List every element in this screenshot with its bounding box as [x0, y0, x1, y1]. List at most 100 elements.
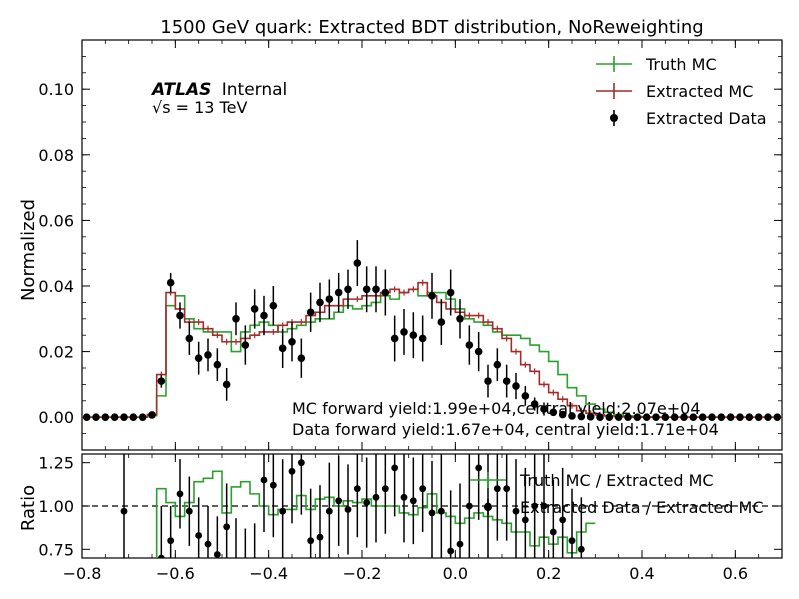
data-ratio-point — [531, 502, 539, 510]
data-ratio-point — [223, 523, 231, 531]
main-y-tick-label: 0.08 — [38, 146, 74, 165]
data-point — [764, 413, 772, 422]
data-ratio-point — [195, 532, 203, 539]
data-ratio-point — [437, 507, 445, 515]
x-tick-labels: −0.8 −0.6 −0.4 −0.2 0.0 0.2 0.4 0.6 — [63, 564, 748, 583]
data-ratio-point — [512, 507, 520, 515]
data-point — [586, 413, 595, 421]
main-series — [82, 240, 782, 422]
data-point — [726, 413, 735, 422]
data-ratio-point — [120, 507, 128, 515]
main-ticks — [81, 40, 783, 450]
data-point — [222, 380, 231, 389]
data-point — [773, 413, 782, 422]
data-point — [745, 413, 754, 422]
data-ratio-point — [391, 464, 399, 472]
data-ratio-point — [465, 502, 473, 510]
data-point — [316, 298, 324, 307]
ratio-y-tick-labels: 0.75 1.00 1.25 — [38, 454, 74, 560]
data-ratio-point — [372, 493, 380, 501]
data-ratio-point — [521, 516, 529, 524]
data-point — [754, 413, 763, 422]
data-ratio-point — [242, 568, 249, 575]
data-point — [278, 344, 287, 353]
data-ratio-point — [363, 499, 371, 506]
data-ratio-point — [568, 537, 576, 545]
energy-label: √s = 13 TeV — [152, 98, 247, 117]
x-tick-label: 0.2 — [536, 564, 561, 583]
data-point — [381, 288, 390, 297]
chart-title: 1500 GeV quark: Extracted BDT distributi… — [160, 17, 703, 38]
data-point — [418, 334, 427, 343]
ratio-legend-data-marker — [484, 503, 492, 511]
main-y-tick-label: 0.00 — [38, 408, 74, 427]
ratio-legend: Truth MC / Extracted MC Extracted Data /… — [470, 471, 764, 517]
legend-extracted-label: Extracted MC — [646, 82, 753, 101]
data-point — [362, 285, 371, 294]
data-point — [596, 413, 604, 422]
data-point — [213, 360, 222, 369]
data-ratio-point — [503, 485, 511, 493]
data-ratio-point — [577, 545, 585, 553]
x-tick-label: −0.2 — [343, 564, 382, 583]
ratio-panel: 0.75 1.00 1.25 Ratio Truth MC / Extracted … — [18, 453, 783, 575]
data-point — [409, 331, 418, 340]
data-ratio-point — [260, 476, 268, 484]
data-point — [736, 413, 744, 422]
data-ratio-point — [325, 507, 333, 515]
data-point — [372, 285, 380, 294]
data-point — [306, 308, 315, 317]
data-point — [148, 411, 156, 419]
data-point — [577, 412, 586, 421]
data-point — [624, 413, 632, 422]
mc-yield-annotation: MC forward yield:1.99e+04,central yield:… — [292, 399, 701, 418]
data-point — [558, 410, 567, 419]
data-point — [521, 392, 530, 400]
data-point — [717, 413, 726, 422]
data-point — [512, 382, 520, 390]
data-point — [652, 413, 660, 422]
data-point — [334, 288, 343, 297]
data-point — [232, 315, 240, 323]
data-point — [120, 413, 128, 422]
atlas-status: Internal — [222, 80, 288, 100]
data-point — [101, 413, 110, 422]
data-ratio-point — [167, 537, 175, 545]
data-ratio-point — [288, 467, 296, 475]
data-ratio-point — [353, 485, 361, 493]
data-ratio-point — [316, 533, 324, 541]
data-point — [549, 408, 558, 417]
data-ratio-point — [335, 497, 343, 505]
data-point — [297, 354, 306, 362]
data-point — [185, 334, 194, 343]
data-ratio-point — [428, 509, 436, 517]
data-point — [642, 413, 651, 422]
data-ratio-point — [419, 485, 427, 493]
data-point — [530, 400, 539, 408]
data-point — [250, 305, 259, 313]
main-y-tick-labels: 0.00 0.02 0.04 0.06 0.08 0.10 — [38, 80, 74, 427]
data-point — [605, 413, 614, 422]
data-ratio-point — [400, 493, 408, 501]
data-point — [138, 413, 147, 422]
data-point — [129, 413, 138, 422]
truth-mc-histogram — [82, 288, 782, 418]
data-point — [428, 292, 436, 300]
data-point — [493, 360, 502, 369]
data-point — [680, 413, 688, 422]
data-point — [166, 278, 175, 287]
x-tick-label: −0.8 — [63, 564, 102, 583]
data-point — [708, 413, 716, 422]
ratio-y-tick-label: 1.00 — [38, 497, 74, 516]
data-ratio-point — [549, 528, 557, 536]
data-point — [92, 413, 100, 422]
data-point — [400, 328, 408, 336]
data-ratio-point — [493, 485, 501, 493]
ratio-y-axis-label: Ratio — [18, 485, 39, 531]
data-point — [502, 377, 511, 385]
main-y-axis-label: Normalized — [18, 199, 39, 301]
ratio-legend-data-label: Extracted Data / Extracted MC — [520, 498, 764, 517]
data-point — [353, 259, 362, 267]
data-ratio-point — [185, 507, 193, 515]
